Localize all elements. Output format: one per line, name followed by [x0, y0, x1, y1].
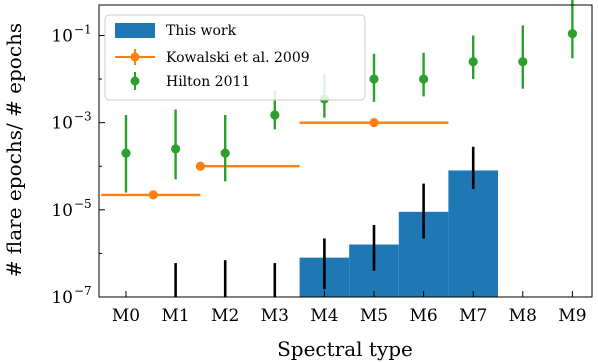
x-tick-label-m3: M3	[261, 306, 289, 326]
hilton-point-m3	[270, 110, 280, 120]
x-tick-label-m8: M8	[509, 306, 537, 326]
legend-this-work-label: This work	[166, 23, 237, 39]
y-tick-label-−5: 10−5	[51, 197, 91, 221]
hilton-point-m5	[369, 74, 379, 84]
kowalski-point-1	[195, 161, 205, 171]
hilton-point-m1	[171, 144, 181, 154]
x-tick-label-m7: M7	[459, 306, 487, 326]
x-tick-label-m0: M0	[112, 306, 140, 326]
plot-frame	[98, 4, 593, 298]
x-tick-label-m9: M9	[558, 306, 586, 326]
bar-m7	[448, 170, 498, 297]
y-tick-label-−1: 10−1	[51, 22, 91, 46]
hilton-point-m7	[468, 57, 478, 67]
x-tick-label-m5: M5	[360, 306, 388, 326]
legend-kowalski-label: Kowalski et al. 2009	[166, 50, 310, 66]
hilton-point-m9	[567, 29, 578, 39]
x-tick-label-m6: M6	[409, 306, 437, 326]
kowalski-point-0	[148, 190, 158, 200]
legend-hilton-label: Hilton 2011	[166, 74, 250, 90]
legend: This work Kowalski et al. 2009 Hilton 20…	[104, 14, 366, 101]
x-axis-title: Spectral type	[277, 337, 413, 361]
kowalski-point-2	[369, 118, 379, 128]
legend-hilton-marker	[130, 76, 140, 86]
hilton-point-m2	[220, 148, 230, 158]
y-tick-label-−7: 10−7	[51, 284, 91, 308]
bars-layer	[299, 170, 498, 297]
legend-this-work-swatch	[115, 23, 155, 38]
ticks-layer: M0 M1 M2 M3 M4 M5 M6 M7 M8 M9 10−7 10−5 10−3 10−1	[51, 22, 586, 326]
hilton-point-m8	[518, 57, 528, 67]
x-tick-label-m4: M4	[310, 306, 338, 326]
hilton-point-m6	[419, 74, 429, 84]
x-tick-label-m2: M2	[211, 306, 239, 326]
y-tick-label-−3: 10−3	[51, 110, 91, 134]
legend-kowalski-marker	[130, 52, 140, 62]
x-tick-label-m1: M1	[161, 306, 189, 326]
legend-frame	[104, 14, 366, 101]
y-axis-title: # flare epochs/ # epochs	[2, 23, 26, 277]
axes-layer	[98, 4, 593, 298]
kowalski-layer	[101, 118, 449, 200]
hilton-point-m0	[121, 148, 131, 158]
